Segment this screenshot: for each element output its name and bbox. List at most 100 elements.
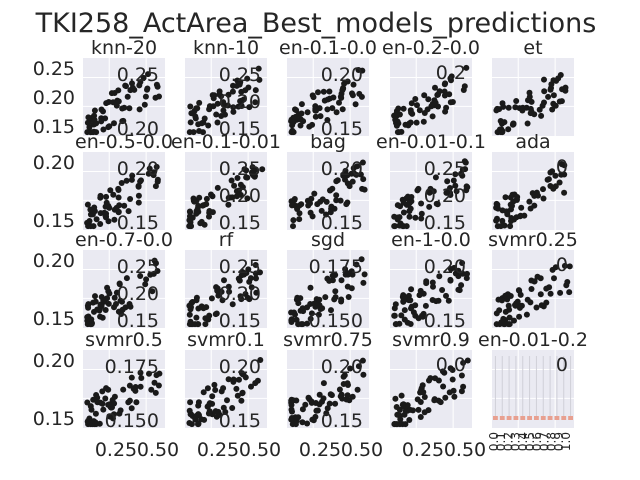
data-point: [517, 212, 524, 219]
data-point: [415, 185, 422, 192]
data-point: [102, 307, 109, 313]
data-point: [102, 212, 109, 219]
data-point: [186, 217, 193, 224]
data-point: [140, 74, 147, 81]
data-point: [531, 278, 538, 285]
y-tick-label-right: 0.25: [219, 158, 261, 180]
data-point: [98, 118, 105, 125]
y-tick-label-right: 0.25: [219, 256, 261, 278]
data-point: [297, 122, 304, 129]
data-point: [304, 320, 311, 327]
data-point: [230, 82, 236, 89]
data-point: [433, 298, 440, 305]
data-point: [152, 389, 159, 396]
x-tick-label: 0.50: [137, 439, 179, 461]
data-point: [545, 93, 552, 100]
data-point: [340, 85, 347, 92]
data-point: [196, 99, 203, 106]
data-point: [497, 223, 504, 230]
data-point: [234, 392, 241, 399]
data-point: [304, 420, 311, 427]
data-point: [90, 223, 97, 230]
data-point: [361, 271, 368, 278]
data-point: [236, 376, 242, 383]
data-point: [392, 223, 398, 230]
data-point: [222, 409, 229, 415]
data-point: [404, 193, 411, 200]
data-point: [416, 292, 423, 299]
data-point: [337, 197, 344, 204]
data-point: [493, 200, 500, 207]
data-point: [360, 371, 367, 378]
data-point: [290, 223, 296, 230]
data-point: [550, 92, 557, 99]
data-point: [253, 275, 259, 282]
tick-label: 0.6: [530, 432, 544, 451]
data-point: [202, 321, 209, 328]
data-point: [91, 107, 98, 114]
data-point: [333, 178, 340, 185]
data-point: [128, 374, 135, 381]
y-tick-label-right: 0.15: [321, 410, 363, 432]
data-point: [328, 205, 335, 212]
data-point: [300, 308, 307, 315]
panel-14: svmr0.25 0: [488, 229, 578, 328]
data-point: [111, 400, 118, 407]
panel-title: rf: [219, 229, 235, 251]
data-point: [400, 199, 407, 206]
data-point: [126, 105, 133, 112]
panel-0: knn-20 0.25 0.20 0.15 0.25 0.20: [33, 37, 165, 140]
panel-title: svmr0.25: [488, 229, 578, 251]
data-point: [111, 411, 117, 418]
y-tick-label-right: 0.15: [321, 212, 363, 234]
data-point: [115, 308, 122, 315]
data-point: [229, 301, 236, 308]
data-point: [447, 99, 454, 106]
data-point: [316, 296, 323, 303]
data-point: [220, 107, 227, 114]
data-point: [498, 319, 505, 326]
data-point: [531, 202, 538, 209]
data-point: [406, 417, 413, 423]
data-point: [206, 401, 213, 408]
data-point: [494, 105, 501, 112]
panel-8: en-0.01-0.1 0.25 0.20 0.15: [376, 131, 486, 234]
y-tick-label: 0.15: [33, 408, 75, 430]
data-point: [307, 315, 314, 322]
data-point: [326, 400, 333, 407]
data-point: [221, 277, 227, 284]
data-point: [144, 85, 151, 92]
data-point: [116, 280, 123, 287]
data-point: [200, 389, 207, 396]
data-point: [326, 88, 333, 95]
data-point: [153, 163, 160, 170]
data-point: [426, 203, 433, 210]
panel-title: svmr0.1: [187, 329, 265, 351]
data-point: [111, 294, 118, 301]
data-point: [324, 96, 331, 103]
data-point: [329, 105, 336, 112]
data-point: [115, 194, 122, 201]
data-point: [102, 395, 109, 402]
tick-label: 0.7: [537, 432, 551, 451]
data-point: [329, 185, 336, 192]
data-point: [494, 215, 500, 222]
data-point: [406, 208, 413, 215]
data-point: [195, 305, 202, 312]
data-point: [118, 180, 125, 186]
data-point: [105, 99, 112, 105]
data-point: [137, 369, 144, 376]
data-point: [406, 213, 413, 220]
bar: [554, 416, 560, 420]
y-tick-label-right: 0.20: [424, 256, 466, 278]
data-point: [328, 307, 334, 314]
y-tick-label: 0.25: [33, 58, 75, 80]
data-point: [538, 302, 545, 309]
data-point: [346, 183, 353, 190]
data-point: [510, 121, 517, 128]
panel-title: svmr0.75: [283, 329, 373, 351]
data-point: [190, 129, 197, 136]
data-point: [225, 91, 232, 98]
data-point: [537, 291, 544, 298]
data-point: [323, 410, 330, 417]
